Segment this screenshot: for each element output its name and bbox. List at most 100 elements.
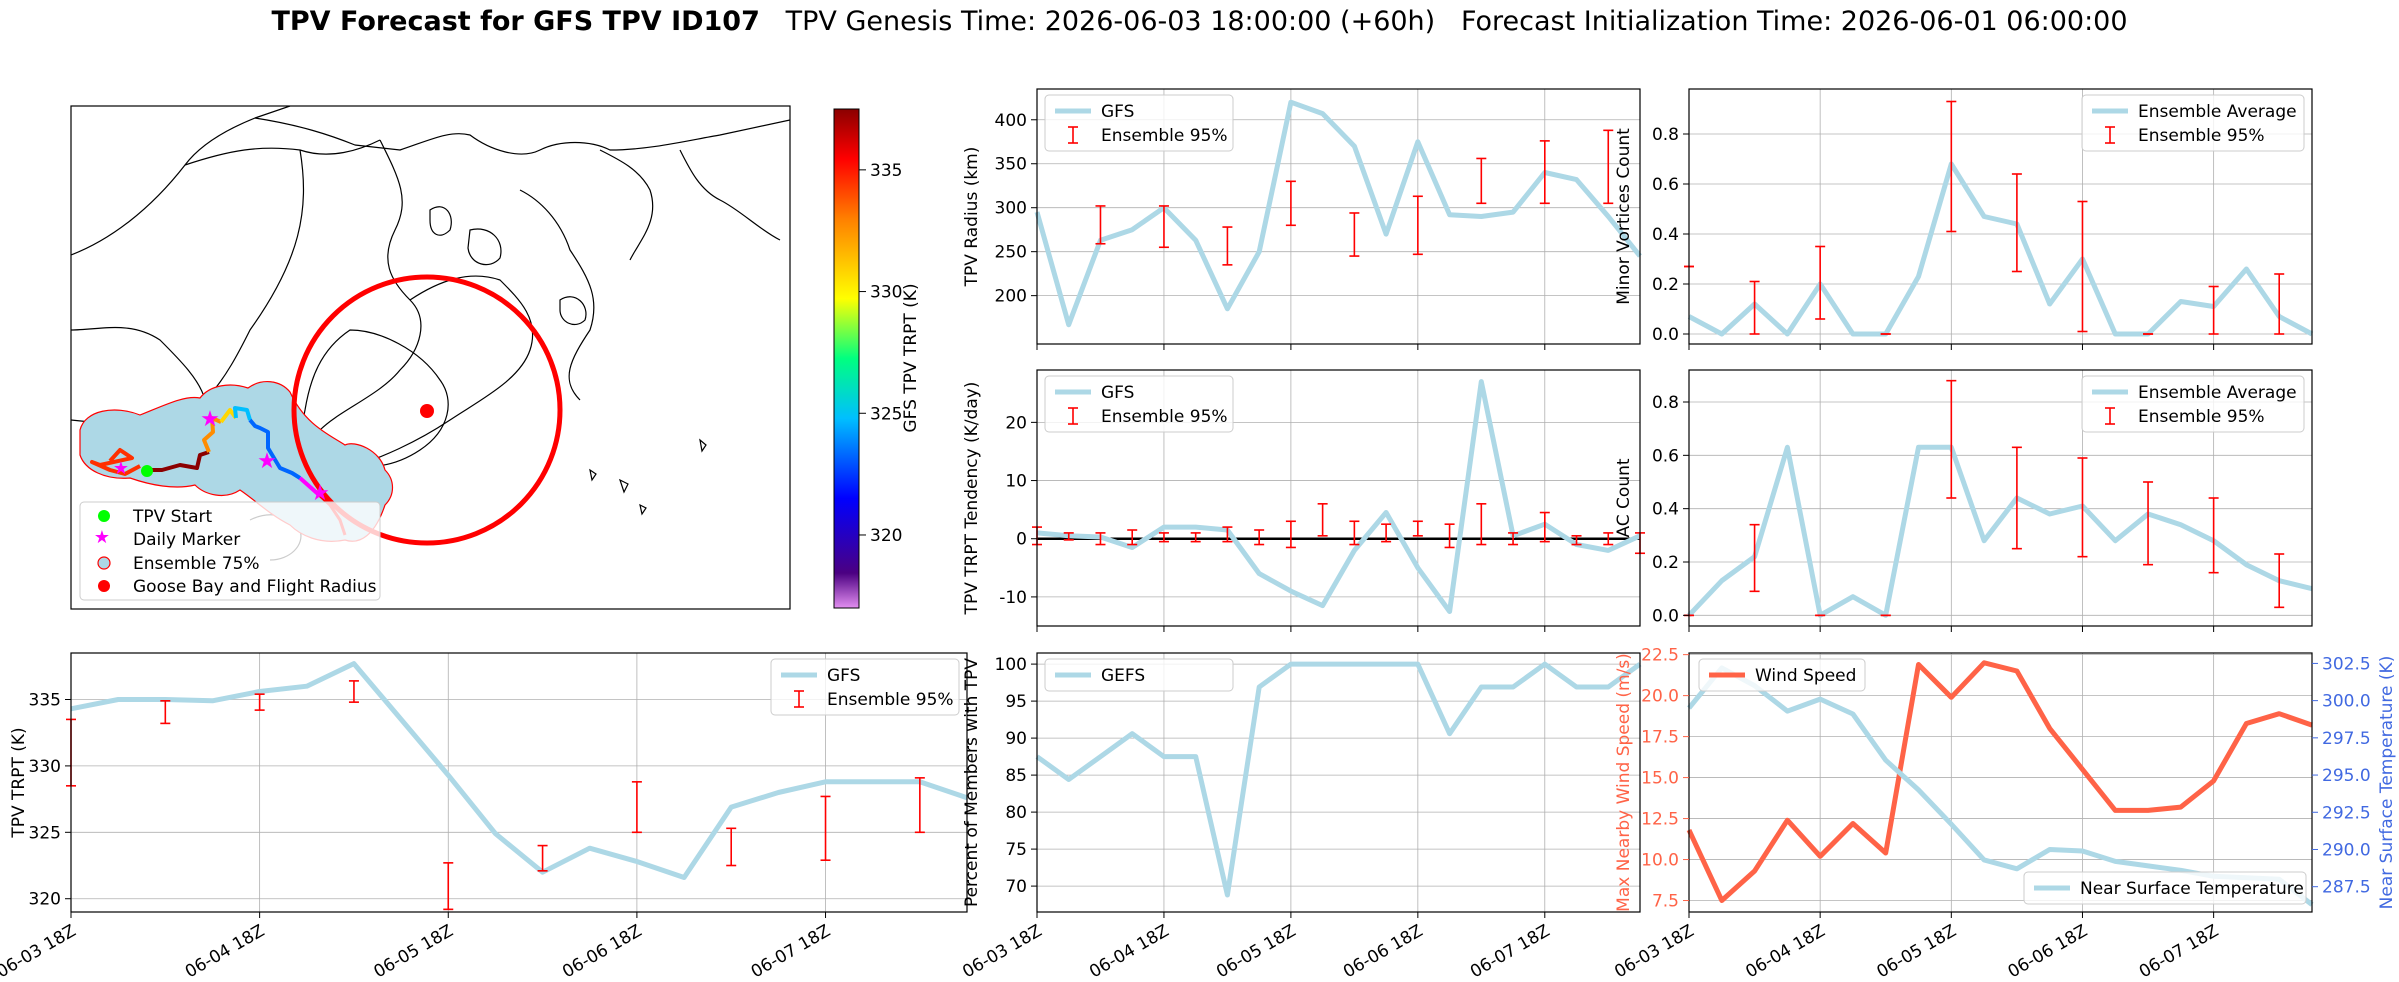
legend-wind: Wind Speed (1698, 658, 1866, 692)
x-tick-label: 06-07 18Z (2136, 921, 2222, 982)
y-tick-label: 0 (1016, 530, 1027, 550)
errorbar (2208, 497, 2219, 574)
chart-legend: Ensemble Average Ensemble 95% (2081, 375, 2305, 433)
errorbar (348, 680, 359, 703)
y-tick-label: 0.4 (1652, 225, 1679, 245)
radius-chart: 200 250 300 350 400 TPV Radius (km) GFS Ensembl… (962, 88, 1642, 350)
series-line-ensemble-average (1687, 161, 2314, 337)
y-tick-label: 17.5 (1641, 728, 1679, 748)
legend-label: GFS (827, 666, 860, 686)
legend-start-swatch (98, 510, 110, 522)
errorbar (443, 862, 454, 911)
y2-tick-label: 295.0 (2322, 766, 2371, 786)
errorbar (1815, 245, 1826, 320)
y2-tick-label: 300.0 (2322, 692, 2371, 712)
colorbar-tick-label: 325 (870, 404, 902, 424)
errorbar (1476, 503, 1487, 546)
y-axis-label: TPV TRPT (K) (9, 727, 29, 838)
axes-frame (1688, 369, 2313, 627)
errorbar (1190, 532, 1201, 543)
legend-label: GEFS (1101, 666, 1145, 686)
legend-label: Ensemble Average (2138, 383, 2297, 403)
legend-star-swatch: ★ (94, 527, 110, 548)
legend-start-label: TPV Start (132, 507, 213, 527)
y2-tick-label: 290.0 (2322, 840, 2371, 860)
chart-legend: GFS Ensemble 95% (770, 658, 960, 716)
errorbar (1285, 180, 1296, 227)
y-tick-label: 400 (995, 111, 1027, 131)
chart-legend: GEFS (1044, 658, 1234, 692)
legend-box (2023, 871, 2307, 905)
errorbar (1222, 526, 1233, 543)
y-tick-label: 0.4 (1652, 500, 1679, 520)
series-line-gfs (1034, 99, 1642, 328)
errorbar (820, 795, 831, 862)
errorbar (1539, 511, 1550, 543)
errorbar (1127, 529, 1138, 546)
y-tick-label: 320 (29, 890, 61, 910)
series-line-gfs (70, 661, 968, 880)
y-tick-label: 12.5 (1641, 810, 1679, 830)
daily-marker-2: ★ (257, 449, 277, 474)
errorbar (1412, 195, 1423, 256)
colorbar (833, 108, 860, 609)
y-tick-label: 350 (995, 155, 1027, 175)
x-tick-label: 06-06 18Z (2005, 921, 2091, 982)
legend-box (2081, 375, 2305, 433)
legend-temp: Near Surface Temperature (2023, 871, 2307, 905)
y-tick-label: 335 (29, 690, 61, 710)
colorbar-label: GFS TPV TRPT (K) (901, 283, 921, 432)
errorbar (1095, 205, 1106, 245)
y-tick-label: 200 (995, 287, 1027, 307)
y-axis-label: Percent of Members with TPV (962, 658, 982, 907)
colorbar-tick-label: 335 (870, 161, 902, 181)
x-tick-label: 06-06 18Z (1340, 921, 1426, 982)
percent-members-chart: 70 75 80 85 90 95 100 Percent of Members with T… (959, 652, 1642, 982)
x-tick-label: 06-06 18Z (559, 921, 645, 982)
errorbar (2274, 273, 2285, 335)
y-axis-label: AC Count (1614, 458, 1634, 537)
colorbar-tick-label: 330 (870, 283, 902, 303)
legend-box (770, 658, 960, 716)
y-tick-label: 0.2 (1652, 553, 1679, 573)
y-tick-label: 250 (995, 243, 1027, 263)
errorbar (1476, 157, 1487, 205)
y-tick-label: 100 (995, 655, 1027, 675)
y-tick-label: 20.0 (1641, 687, 1679, 707)
errorbar (1749, 523, 1760, 593)
legend-label: Ensemble 95% (2138, 407, 2265, 427)
x-tick-label: 06-04 18Z (1742, 921, 1828, 982)
series-line-gefs (1035, 661, 1642, 898)
y-tick-label: 0.0 (1652, 325, 1679, 345)
legend-label: Wind Speed (1755, 666, 1856, 686)
track-start-marker (141, 465, 153, 477)
errorbar (1946, 379, 1957, 499)
errorbar (1063, 532, 1074, 541)
axes-frame (1036, 369, 1641, 627)
errorbar (2011, 173, 2022, 273)
y-axis-label: Max Nearby Wind Speed (m/s) (1614, 653, 1634, 912)
errorbar (1946, 100, 1957, 233)
legend-label: Ensemble Average (2138, 102, 2297, 122)
daily-marker-1: ★ (200, 407, 220, 432)
x-tick-label: 06-05 18Z (1874, 921, 1960, 982)
map-legend: ★ TPV Start Daily Marker Ensemble 75% Go… (79, 501, 381, 601)
x-tick-label: 06-03 18Z (1611, 921, 1697, 982)
chart-legend: Ensemble Average Ensemble 95% (2081, 94, 2305, 152)
daily-marker-3: ★ (310, 481, 330, 506)
x-tick-label: 06-04 18Z (1086, 921, 1172, 982)
legend-goose-label: Goose Bay and Flight Radius (133, 577, 377, 597)
legend-box (1044, 658, 1234, 692)
errorbar (537, 844, 548, 872)
y-tick-label: 95 (1005, 692, 1027, 712)
map-panel: ★ ★ ★ ★ ★ TPV Start Daily Marker Ensembl… (70, 105, 921, 610)
errorbar (1317, 503, 1328, 537)
y-tick-label: 85 (1005, 766, 1027, 786)
y-tick-label: 22.5 (1641, 646, 1679, 666)
wind-temp-chart: 7.5 10.0 12.5 15.0 17.5 20.0 22.5 Max Nearby Wi… (1611, 646, 2397, 982)
legend-label: GFS (1101, 102, 1134, 122)
y-tick-label: 75 (1005, 840, 1027, 860)
errorbar (1603, 129, 1614, 205)
errorbar (1508, 532, 1519, 546)
